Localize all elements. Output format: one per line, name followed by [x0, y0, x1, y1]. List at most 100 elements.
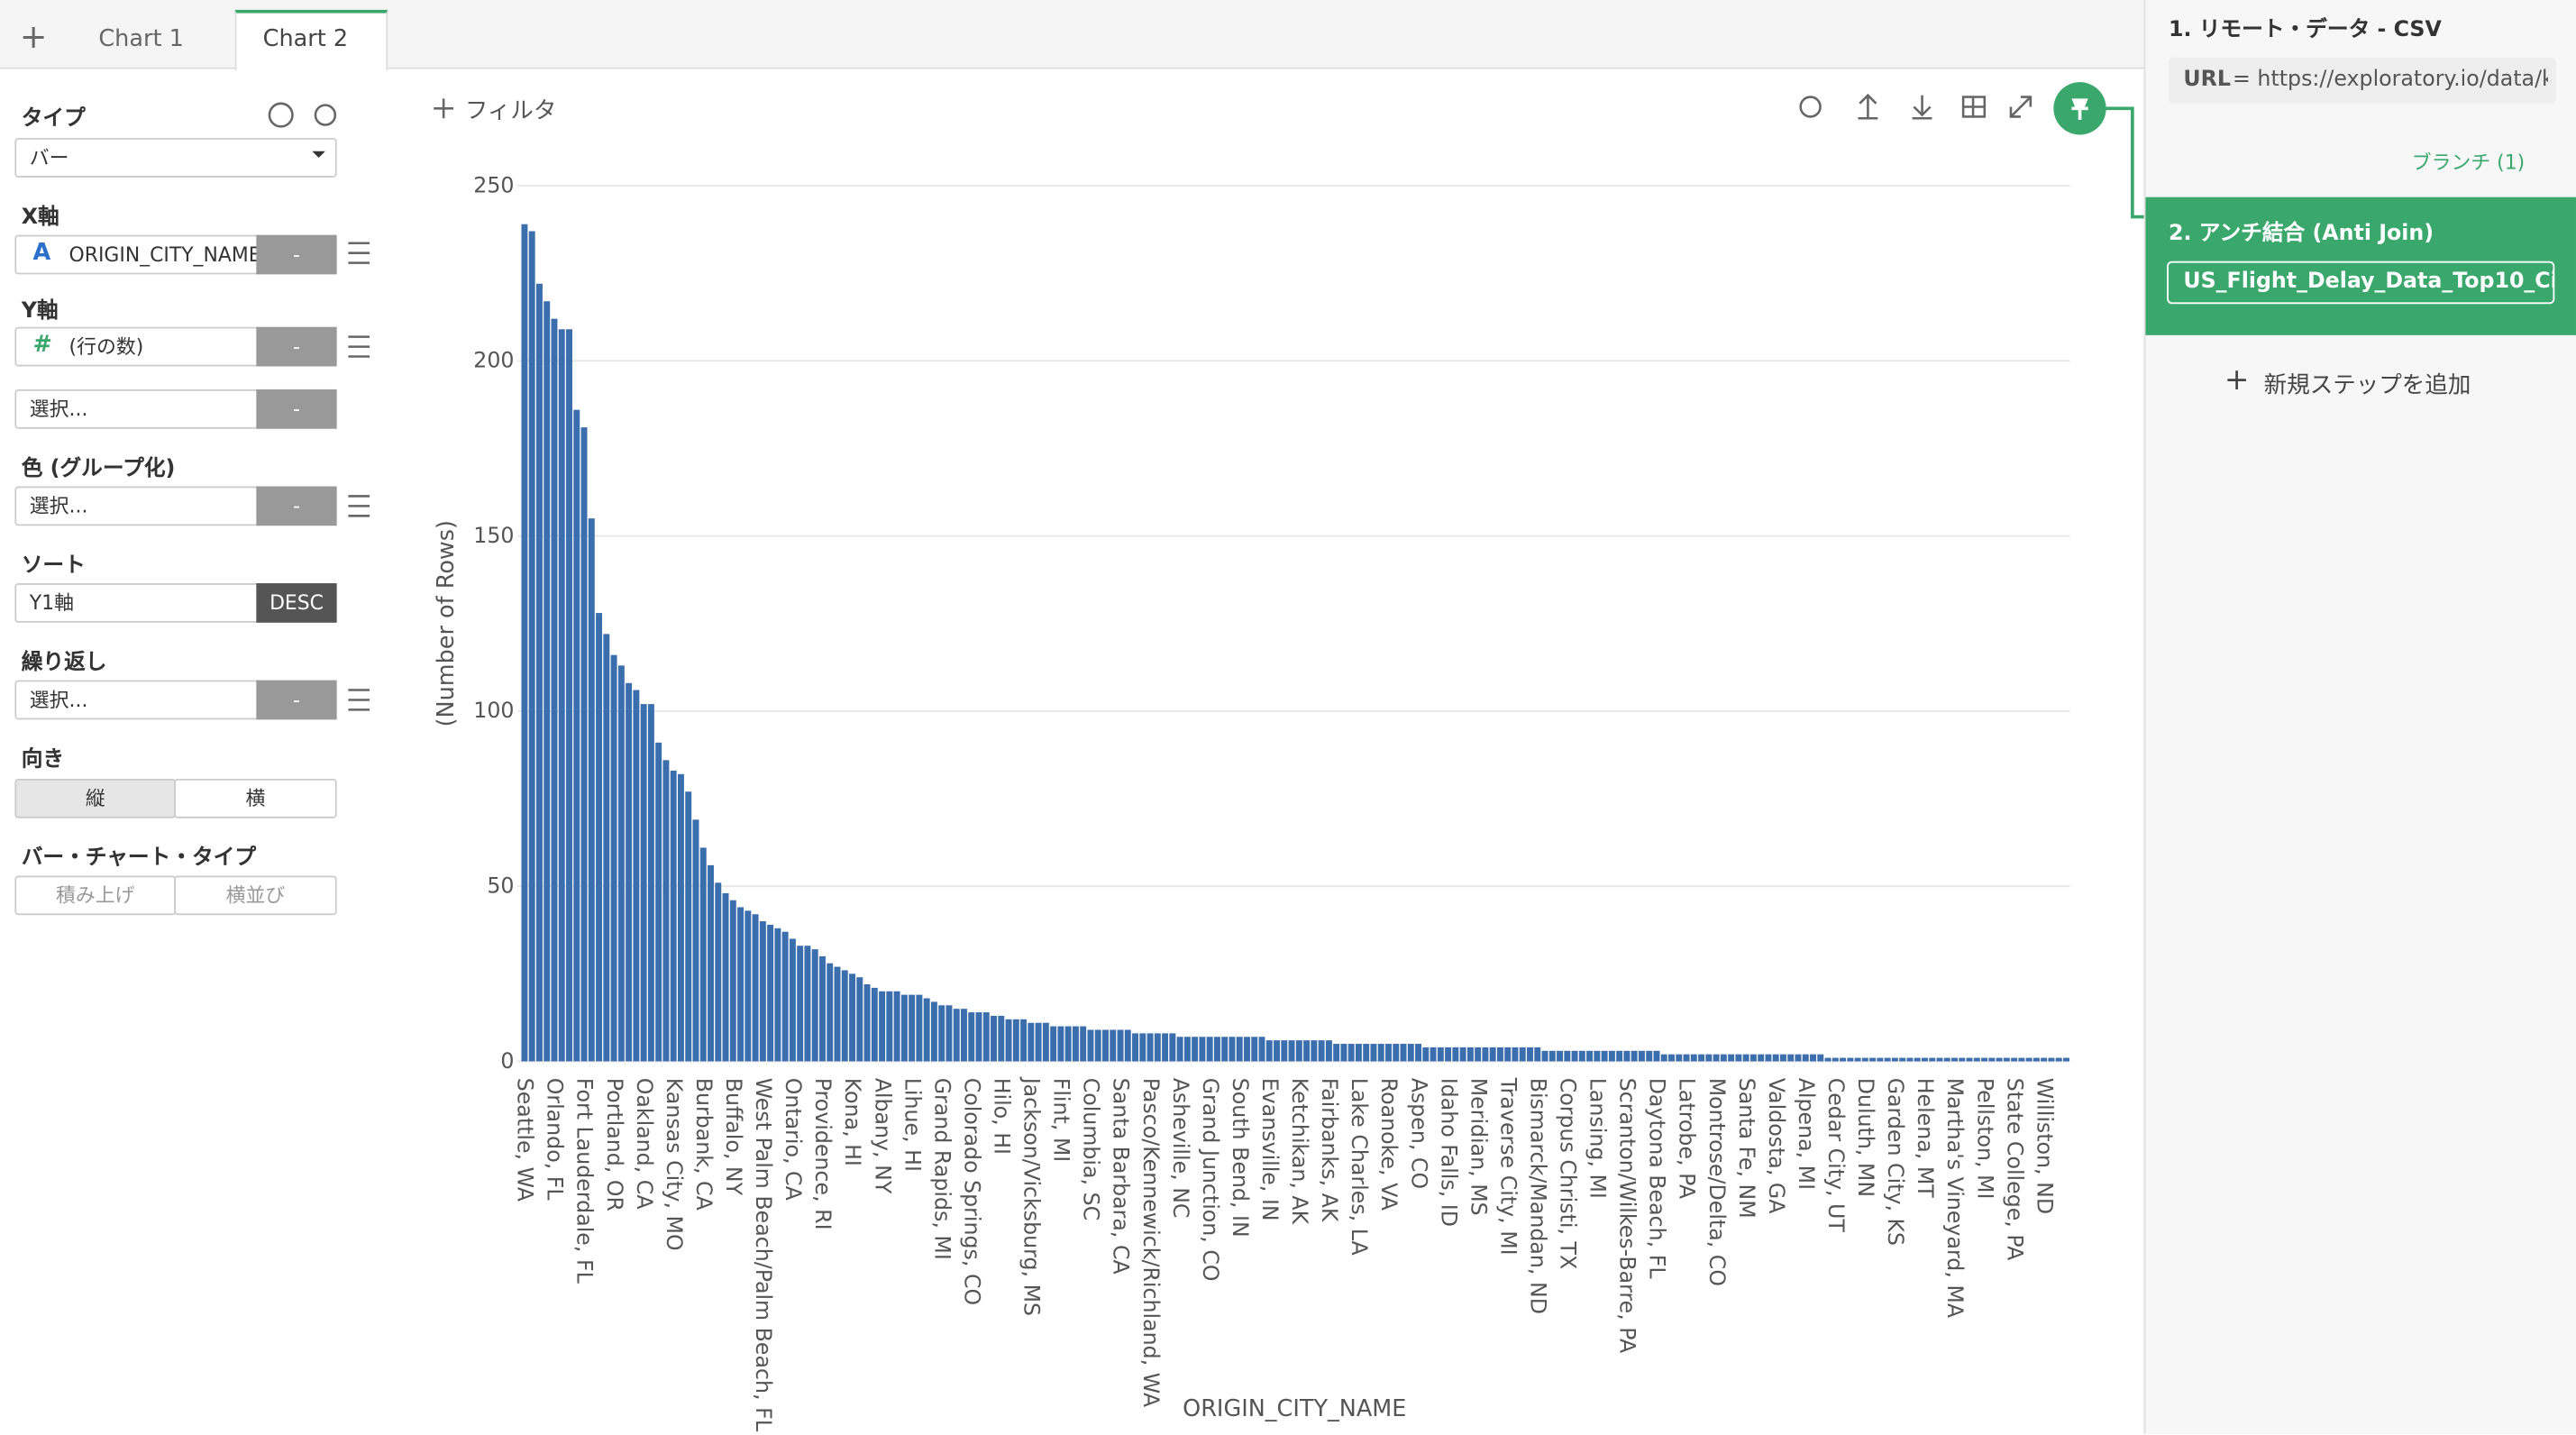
tab[interactable]: Chart 1 [98, 26, 184, 53]
label: 繰り返し [21, 650, 107, 676]
bar [1824, 1057, 1832, 1062]
bar [1854, 1057, 1861, 1062]
field[interactable]: 選択... [14, 680, 261, 720]
x-tick-label: Scranton/Wilkes-Barre, PA [1615, 1078, 1640, 1354]
x-tick-label: West Palm Beach/Palm Beach, FL [751, 1078, 776, 1432]
url-box [2168, 57, 2557, 104]
filter[interactable]: フィルタ [464, 98, 557, 125]
button[interactable]: - [256, 680, 337, 720]
tab[interactable]: Chart 2 [262, 26, 349, 53]
bar [900, 994, 908, 1062]
bar [991, 1015, 997, 1062]
bar [1861, 1057, 1868, 1062]
field[interactable]: 選択... [14, 388, 261, 429]
icons [268, 93, 2146, 711]
bar [1527, 1047, 1533, 1062]
button[interactable]: - [256, 326, 337, 367]
bar [1705, 1054, 1713, 1062]
type-icon: # [32, 332, 52, 359]
step-title[interactable]: 2. アンチ結合 (Anti Join) [2168, 222, 2434, 247]
step-title[interactable]: 1. リモート・データ - CSV [2168, 18, 2442, 43]
bar [2062, 1057, 2069, 1062]
bar [1012, 1019, 1019, 1062]
bar [1236, 1037, 1243, 1062]
active-tab[interactable] [234, 9, 388, 71]
bar [1139, 1033, 1146, 1062]
bar [886, 991, 893, 1062]
bar [1094, 1029, 1101, 1062]
x-tick-label: Aspen, CO [1406, 1078, 1431, 1189]
x-tick-label: Pasco/Kennewick/Richland, WA [1138, 1078, 1164, 1407]
bar [879, 991, 886, 1062]
step-active[interactable] [2145, 197, 2576, 335]
x-tick-label: Williston, ND [2032, 1078, 2057, 1214]
bar [1832, 1057, 1839, 1062]
bar [528, 231, 535, 1062]
bar [692, 819, 699, 1062]
x-tick-label: Grand Rapids, MI [929, 1078, 955, 1260]
bar [722, 892, 729, 1062]
bar [2032, 1057, 2040, 1062]
pin-icon [2071, 98, 2088, 121]
bar [544, 301, 551, 1062]
button[interactable]: - [256, 486, 337, 526]
x-tick-label: Helena, MT [1913, 1078, 1938, 1199]
bar [1102, 1029, 1109, 1062]
branch[interactable]: ブランチ (1) [2411, 151, 2526, 175]
bar [1742, 1054, 1749, 1062]
x-tick-label: Ontario, CA [781, 1078, 806, 1201]
bar [1162, 1033, 1169, 1062]
button[interactable]: - [256, 234, 337, 275]
x-tick-label: Jackson/Vicksburg, MS [1019, 1076, 1045, 1316]
bar [1221, 1037, 1229, 1062]
field[interactable]: Y1軸 [14, 583, 261, 623]
y-axis-title: (Number of Rows) [433, 520, 460, 727]
x-tick-label: Bismarck/Mandan, ND [1525, 1078, 1550, 1314]
toggle[interactable]: 横並び [174, 875, 337, 916]
button[interactable]: - [256, 388, 337, 429]
toggle[interactable]: 積み上げ [14, 875, 177, 916]
select[interactable]: バー [14, 138, 337, 178]
bar [804, 946, 811, 1062]
bar [961, 1009, 967, 1062]
bar [610, 654, 617, 1062]
bar [856, 977, 863, 1062]
bar [1385, 1044, 1392, 1062]
x-tick-label: State College, PA [2002, 1078, 2027, 1261]
bar [1206, 1037, 1213, 1062]
bar [1951, 1057, 1958, 1062]
bar [818, 955, 826, 1062]
bar [1571, 1050, 1578, 1062]
toggle[interactable]: 縦 [14, 778, 177, 818]
toggle[interactable]: 横 [174, 778, 337, 818]
x-tick-label: Kona, HI [840, 1078, 865, 1166]
bar [1631, 1050, 1638, 1062]
bar [1877, 1057, 1884, 1062]
bar [1988, 1057, 1996, 1062]
add-tab[interactable]: + [19, 16, 48, 56]
x-tick-label: Columbia, SC [1079, 1078, 1104, 1220]
bar [1183, 1037, 1191, 1062]
add-step[interactable]: 新規ステップを追加 [2263, 372, 2471, 399]
bar [1288, 1040, 1295, 1062]
bar [1906, 1057, 1914, 1062]
label: X軸 [21, 205, 59, 231]
bar [1840, 1057, 1847, 1062]
field[interactable]: (行の数) [14, 326, 261, 367]
bar [2011, 1057, 2018, 1062]
bar [1683, 1054, 1690, 1062]
bar [1124, 1029, 1131, 1062]
bar [1393, 1044, 1400, 1062]
bar [1936, 1057, 1943, 1062]
field[interactable]: ORIGIN_CITY_NAME [14, 234, 261, 275]
type-icon: A [32, 240, 51, 267]
button[interactable]: DESC [256, 583, 337, 623]
bar [1496, 1047, 1503, 1062]
step-target[interactable]: US_Flight_Delay_Data_Top10_Citi... [2167, 260, 2555, 305]
bar [938, 1005, 945, 1062]
label: Y軸 [21, 298, 59, 324]
bar [909, 994, 916, 1062]
x-tick-label: Kansas City, MO [662, 1078, 687, 1251]
bar [1303, 1040, 1311, 1062]
